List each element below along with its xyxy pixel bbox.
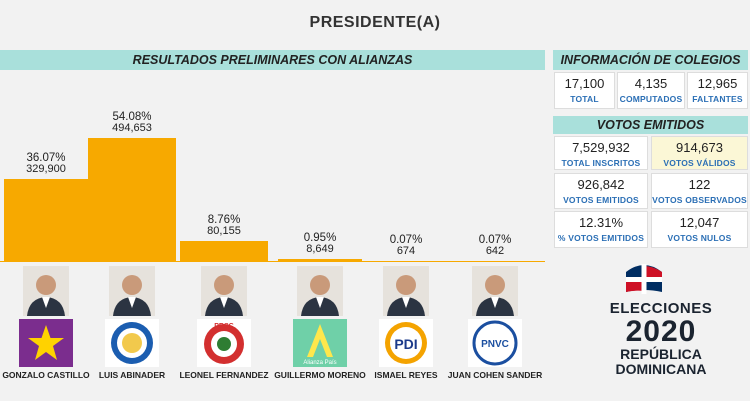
votes-label: 674 xyxy=(396,245,416,257)
data-label-guillermo-moreno: 0.95% 8,649 xyxy=(275,232,365,255)
pct-votos-emitidos-label: % VOTOS EMITIDOS xyxy=(557,233,645,243)
pct-label: 0.95% xyxy=(303,232,337,244)
votos-validos-label: VOTOS VÁLIDOS xyxy=(663,158,736,168)
svg-text:PDI: PDI xyxy=(394,336,417,352)
year-text: 2020 xyxy=(625,315,697,348)
results-band: RESULTADOS PRELIMINARES CON ALIANZAS xyxy=(0,50,545,70)
data-label-luis-abinader: 54.08% 494,653 xyxy=(87,111,177,134)
votos-nulos-value: 12,047 xyxy=(679,215,720,230)
votes-label: 494,653 xyxy=(112,122,152,134)
pct-label: 0.07% xyxy=(478,234,512,246)
votos-validos-value: 914,673 xyxy=(676,140,723,155)
colegios-computados-label: COMPUTADOS xyxy=(619,94,683,104)
candidate-photo-guillermo-moreno xyxy=(297,266,343,316)
data-label-gonzalo-castillo: 36.07% 329,900 xyxy=(1,152,91,175)
chart-baseline xyxy=(0,261,545,262)
total-inscritos: 7,529,932 TOTAL INSCRITOS xyxy=(554,136,648,170)
elecciones-2020-logo: ELECCIONES 2020 REPÚBLICA DOMINICANA xyxy=(596,300,726,377)
candidate-photo-gonzalo-castillo xyxy=(23,266,69,316)
prsc-logo-icon: PRSC xyxy=(197,319,251,367)
colegios-computados: 4,135 COMPUTADOS xyxy=(617,72,685,109)
candidate-photo-juan-cohen-sander xyxy=(472,266,518,316)
candidate-photo-leonel-fernandez xyxy=(201,266,247,316)
votos-nulos: 12,047 VOTOS NULOS xyxy=(651,211,748,248)
votes-label: 642 xyxy=(485,245,505,257)
candidate-name-guillermo-moreno: GUILLERMO MORENO xyxy=(274,370,366,380)
star-logo-icon xyxy=(19,319,73,367)
votos-band: VOTOS EMITIDOS xyxy=(553,116,748,134)
bar-leonel-fernandez xyxy=(180,241,268,261)
candidate-name-luis-abinader: LUIS ABINADER xyxy=(98,370,166,380)
votos-emitidos: 926,842 VOTOS EMITIDOS xyxy=(554,173,648,209)
total-inscritos-label: TOTAL INSCRITOS xyxy=(561,158,641,168)
pct-label: 8.76% xyxy=(207,214,241,226)
pdi-logo-icon: PDI xyxy=(379,319,433,367)
total-inscritos-value: 7,529,932 xyxy=(572,140,630,155)
votos-observados: 122 VOTOS OBSERVADOS xyxy=(651,173,748,209)
colegios-total-label: TOTAL xyxy=(570,94,599,104)
svg-text:PNVC: PNVC xyxy=(481,339,509,350)
votes-label: 8,649 xyxy=(306,243,334,255)
candidate-name-ismael-reyes: ISMAEL REYES xyxy=(374,370,438,380)
pct-label: 36.07% xyxy=(26,152,66,164)
page-title: PRESIDENTE(A) xyxy=(309,14,441,31)
votes-label: 329,900 xyxy=(26,163,66,175)
data-label-juan-cohen-sander: 0.07% 642 xyxy=(450,234,540,257)
svg-text:PRSC: PRSC xyxy=(214,323,233,330)
dominicana-text: DOMINICANA xyxy=(615,361,707,377)
pct-votos-emitidos: 12.31% % VOTOS EMITIDOS xyxy=(554,211,648,248)
elecciones-text: ELECCIONES xyxy=(609,300,713,317)
candidate-name-juan-cohen-sander: JUAN COHEN SANDER xyxy=(447,370,543,380)
votos-validos: 914,673 VOTOS VÁLIDOS xyxy=(651,136,748,170)
votos-observados-label: VOTOS OBSERVADOS xyxy=(652,195,747,205)
votos-emitidos-label: VOTOS EMITIDOS xyxy=(563,195,639,205)
pnvc-logo-icon: PNVC xyxy=(468,319,522,367)
pct-votos-emitidos-value: 12.31% xyxy=(578,215,624,230)
colegios-total: 17,100 TOTAL xyxy=(554,72,615,109)
data-label-ismael-reyes: 0.07% 674 xyxy=(361,234,451,257)
svg-text:Alianza País: Alianza País xyxy=(303,360,336,366)
votos-observados-value: 122 xyxy=(688,177,711,192)
colegios-computados-value: 4,135 xyxy=(634,76,668,91)
colegios-band: INFORMACIÓN DE COLEGIOS xyxy=(553,50,748,70)
votos-emitidos-value: 926,842 xyxy=(577,177,625,192)
colegios-total-value: 17,100 xyxy=(564,76,605,91)
data-label-leonel-fernandez: 8.76% 80,155 xyxy=(179,214,269,237)
votos-nulos-label: VOTOS NULOS xyxy=(667,233,732,243)
votes-label: 80,155 xyxy=(207,225,241,237)
pld-logo-icon xyxy=(105,319,159,367)
dominican-flag-icon xyxy=(623,262,665,296)
candidate-photo-luis-abinader xyxy=(109,266,155,316)
republica-text: REPÚBLICA xyxy=(620,346,702,362)
pct-label: 54.08% xyxy=(112,111,152,123)
alianza-pais-logo-icon: Alianza País xyxy=(293,319,347,367)
candidate-photo-ismael-reyes xyxy=(383,266,429,316)
colegios-faltantes-value: 12,965 xyxy=(697,76,738,91)
candidate-name-leonel-fernandez: LEONEL FERNANDEZ xyxy=(179,370,269,380)
bar-gonzalo-castillo xyxy=(4,179,88,261)
candidate-name-gonzalo-castillo: GONZALO CASTILLO xyxy=(2,370,90,380)
bar-luis-abinader xyxy=(88,138,176,261)
pct-label: 0.07% xyxy=(389,234,423,246)
bar-guillermo-moreno xyxy=(278,259,362,261)
colegios-faltantes-label: FALTANTES xyxy=(692,94,743,104)
colegios-faltantes: 12,965 FALTANTES xyxy=(687,72,748,109)
